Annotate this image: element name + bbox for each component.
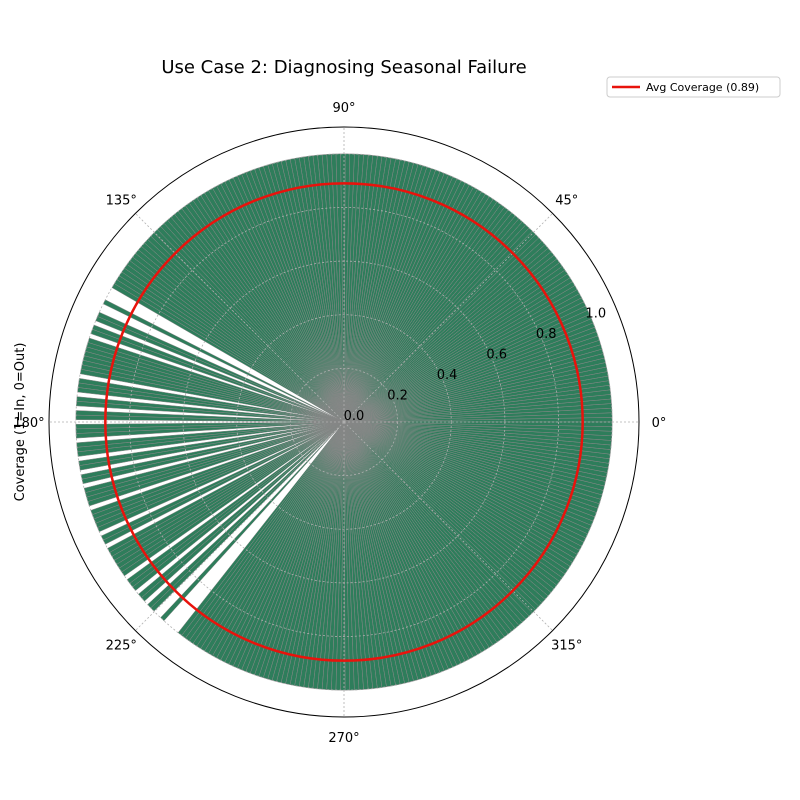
legend: Avg Coverage (0.89): [606, 76, 781, 98]
legend-label: Avg Coverage (0.89): [646, 81, 759, 94]
avg-coverage-line: [104, 182, 584, 662]
radial-tick-label: 0.2: [387, 388, 408, 403]
radial-tick-label: 0.8: [536, 327, 557, 342]
radial-grid-circle: [236, 314, 452, 530]
angle-tick-label: 180°: [13, 416, 44, 431]
angle-tick-label: 45°: [555, 193, 578, 208]
radial-grid-circle: [129, 207, 559, 637]
chart-title: Use Case 2: Diagnosing Seasonal Failure: [161, 57, 526, 78]
angle-tick-label: 270°: [328, 731, 359, 746]
radial-tick-label: 1.0: [585, 306, 606, 321]
radial-tick-labels: 0.0 0.2 0.4 0.6 0.8 1.0: [344, 306, 606, 424]
radial-tick-label: 0.0: [344, 409, 365, 424]
angular-grid-line: [343, 421, 553, 631]
legend-box: [606, 76, 781, 98]
radial-tick-label: 0.6: [486, 347, 507, 362]
angle-tick-label: 0°: [652, 416, 667, 431]
angle-tick-label: 90°: [332, 101, 355, 116]
angular-grid-line: [135, 421, 345, 631]
bars-group: [75, 153, 613, 691]
angular-grid-line: [343, 213, 553, 423]
avg-line-group: [104, 182, 584, 662]
polar-frame: [48, 126, 640, 718]
y-axis-label: Coverage (1=In, 0=Out): [13, 343, 28, 502]
radial-tick-label: 0.4: [437, 368, 458, 383]
angle-tick-label: 135°: [106, 193, 137, 208]
grid-group: [49, 127, 639, 717]
angle-tick-labels: 0° 45° 90° 135° 180° 225° 270° 315°: [13, 101, 666, 746]
angular-grid-line: [135, 213, 345, 423]
angle-tick-label: 315°: [551, 639, 582, 654]
angle-tick-label: 225°: [106, 639, 137, 654]
